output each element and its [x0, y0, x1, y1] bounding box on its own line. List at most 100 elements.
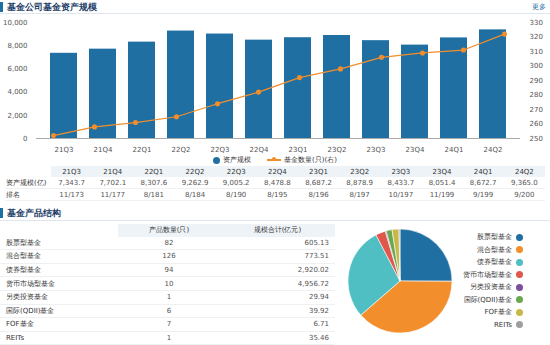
html-text:7,343.7: 7,343.7	[58, 178, 85, 187]
svg-text:22Q2: 22Q2	[172, 146, 191, 154]
svg-text:270: 270	[530, 106, 543, 114]
html-text:9,262.9: 9,262.9	[181, 178, 209, 187]
html-text:资产规模: 资产规模	[223, 156, 251, 164]
svg-text:6,000: 6,000	[7, 65, 27, 73]
html-text:94: 94	[164, 266, 174, 275]
html-text:REITs: REITs	[6, 334, 25, 342]
html-text:4,956.72: 4,956.72	[297, 279, 329, 288]
html-text:排名: 排名	[6, 190, 20, 199]
svg-text:250: 250	[530, 135, 543, 143]
svg-text:23Q3: 23Q3	[367, 146, 386, 154]
html-text:8,878.9: 8,878.9	[346, 178, 373, 187]
svg-text:22Q3: 22Q3	[211, 146, 230, 154]
html-text:22Q3: 22Q3	[226, 167, 246, 176]
svg-text:21Q4: 21Q4	[94, 146, 113, 154]
html-text:82: 82	[164, 238, 174, 247]
svg-text:290: 290	[530, 77, 543, 85]
svg-text:21Q3: 21Q3	[55, 146, 74, 154]
html-text:8,051.4: 8,051.4	[428, 178, 456, 187]
svg-text:320: 320	[530, 33, 543, 41]
html-text:基金数量(只)(右): 基金数量(只)(右)	[284, 156, 337, 164]
html-text:8,433.7: 8,433.7	[387, 178, 415, 187]
html-text:8/196: 8/196	[308, 190, 329, 199]
html-text:国际(QDII)基金: 国际(QDII)基金	[463, 295, 512, 304]
html-text:基金公司基金资产规模: 基金公司基金资产规模	[7, 1, 97, 12]
html-text:产品数量(只): 产品数量(只)	[148, 226, 190, 235]
html-text:23Q1: 23Q1	[309, 167, 328, 176]
html-text:126: 126	[162, 252, 176, 261]
svg-text:22Q1: 22Q1	[133, 146, 152, 154]
html-text:23Q4: 23Q4	[432, 167, 452, 176]
svg-text:2,000: 2,000	[7, 112, 27, 120]
svg-text:8,000: 8,000	[7, 42, 27, 50]
html-text:24Q2: 24Q2	[514, 167, 534, 176]
html-text:基金产品结构: 基金产品结构	[7, 207, 61, 218]
svg-text:300: 300	[530, 62, 543, 70]
html-text:8/195: 8/195	[267, 190, 288, 199]
html-text:10/197: 10/197	[388, 190, 414, 199]
html-text:FOF基金: FOF基金	[484, 308, 512, 317]
svg-text:22Q4: 22Q4	[250, 146, 269, 154]
html-text:605.13: 605.13	[304, 238, 329, 247]
svg-text:4,000: 4,000	[7, 88, 27, 96]
svg-text:10,000: 10,000	[3, 19, 28, 27]
svg-text:0: 0	[23, 135, 27, 143]
html-text:股票型基金: 股票型基金	[477, 233, 512, 242]
svg-text:23Q1: 23Q1	[289, 146, 308, 154]
svg-text:24Q1: 24Q1	[445, 146, 464, 154]
html-text:债券型基金: 债券型基金	[6, 266, 41, 275]
html-text:8/184: 8/184	[185, 190, 206, 199]
html-text:债券型基金: 债券型基金	[477, 258, 512, 267]
html-text:8/190: 8/190	[226, 190, 247, 199]
html-text:29.94: 29.94	[309, 293, 329, 302]
html-text:8,307.6: 8,307.6	[140, 178, 168, 187]
html-text:8,687.2: 8,687.2	[305, 178, 332, 187]
html-text:773.51: 773.51	[304, 252, 329, 261]
svg-text:24Q2: 24Q2	[484, 146, 503, 154]
html-text:8/197: 8/197	[349, 190, 370, 199]
html-text:更多: 更多	[532, 2, 546, 11]
html-text:6.71: 6.71	[313, 320, 329, 329]
html-text:规模合计(亿元): 规模合计(亿元)	[253, 226, 302, 235]
html-text:混合型基金: 混合型基金	[477, 245, 512, 254]
svg-text:23Q4: 23Q4	[406, 146, 425, 154]
html-text:FOF基金: FOF基金	[6, 320, 34, 329]
html-text:REITs: REITs	[493, 320, 512, 329]
html-text:2,920.02: 2,920.02	[297, 266, 329, 275]
html-text:9/199: 9/199	[473, 190, 494, 199]
html-text:货币市场型基金: 货币市场型基金	[6, 279, 55, 288]
html-text:22Q4: 22Q4	[267, 167, 287, 176]
html-text:国际(QDII)基金: 国际(QDII)基金	[6, 306, 55, 315]
svg-text:310: 310	[530, 48, 543, 56]
html-text:8,478.8: 8,478.8	[264, 178, 291, 187]
html-text:资产规模(亿): 资产规模(亿)	[6, 178, 47, 187]
html-text:8/181: 8/181	[143, 190, 164, 199]
html-text:9/200: 9/200	[514, 190, 535, 199]
html-text:21Q4: 21Q4	[103, 167, 123, 176]
html-text:11/177: 11/177	[100, 190, 125, 199]
html-text:24Q1: 24Q1	[473, 167, 493, 176]
html-text:货币市场型基金: 货币市场型基金	[463, 270, 512, 279]
html-text:11/199: 11/199	[429, 190, 455, 199]
svg-text:330: 330	[530, 19, 543, 27]
html-text:23Q2: 23Q2	[350, 167, 370, 176]
html-text:35.46: 35.46	[309, 334, 329, 342]
html-text:21Q3: 21Q3	[62, 167, 81, 176]
html-text:22Q1: 22Q1	[144, 167, 164, 176]
html-text:7,702.1: 7,702.1	[99, 178, 127, 187]
svg-text:23Q2: 23Q2	[328, 146, 347, 154]
html-text:另类投资基金: 另类投资基金	[470, 283, 512, 292]
svg-text:280: 280	[530, 91, 543, 99]
html-text:混合型基金: 混合型基金	[6, 252, 41, 261]
html-text:22Q2: 22Q2	[185, 167, 205, 176]
html-text:8,672.7: 8,672.7	[469, 178, 497, 187]
html-text:23Q3: 23Q3	[391, 167, 411, 176]
html-text:股票型基金: 股票型基金	[6, 238, 41, 247]
html-text:39.92: 39.92	[309, 306, 329, 315]
html-text:11/173: 11/173	[59, 190, 84, 199]
html-text:10: 10	[164, 279, 174, 288]
html-text:9,365.0: 9,365.0	[511, 178, 538, 187]
svg-text:260: 260	[530, 120, 543, 128]
html-text:9,005.2: 9,005.2	[222, 178, 250, 187]
html-text:另类投资基金: 另类投资基金	[6, 293, 48, 302]
